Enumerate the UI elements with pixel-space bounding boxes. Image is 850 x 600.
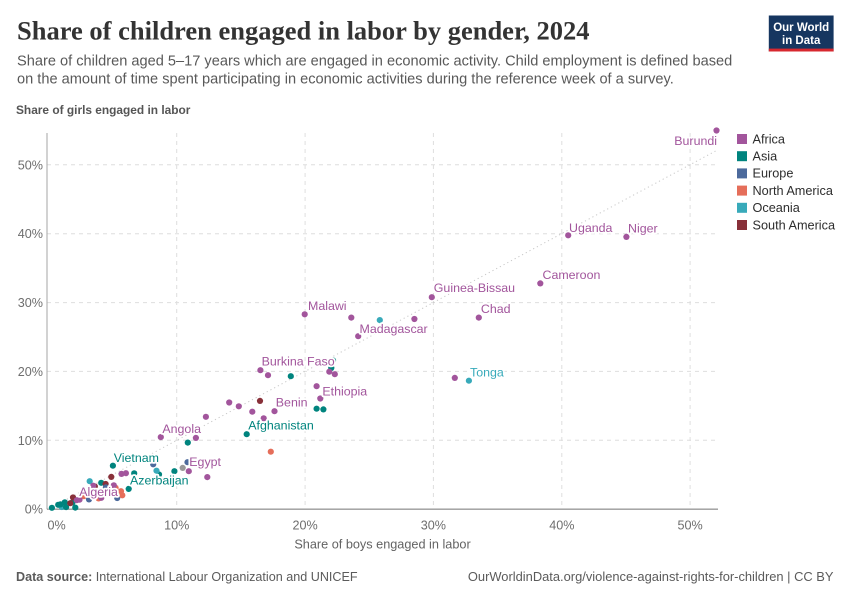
svg-text:20%: 20% bbox=[292, 519, 317, 533]
svg-text:30%: 30% bbox=[421, 519, 446, 533]
svg-text:Chad: Chad bbox=[481, 302, 511, 316]
svg-text:40%: 40% bbox=[549, 519, 574, 533]
svg-text:0%: 0% bbox=[48, 519, 66, 533]
svg-text:50%: 50% bbox=[18, 158, 43, 172]
svg-text:Algeria: Algeria bbox=[79, 485, 118, 499]
svg-text:Tonga: Tonga bbox=[470, 365, 504, 379]
svg-text:Europe: Europe bbox=[753, 167, 794, 181]
svg-text:Share of children aged 5–17 ye: Share of children aged 5–17 years which … bbox=[17, 54, 732, 70]
svg-text:Azerbaijan: Azerbaijan bbox=[130, 474, 189, 488]
svg-text:Uganda: Uganda bbox=[569, 221, 613, 235]
svg-text:on the amount of time spent pa: on the amount of time spent participatin… bbox=[17, 72, 674, 88]
svg-text:Madagascar: Madagascar bbox=[360, 322, 428, 336]
svg-text:Malawi: Malawi bbox=[308, 299, 347, 313]
svg-text:50%: 50% bbox=[677, 519, 702, 533]
svg-text:Egypt: Egypt bbox=[189, 455, 221, 469]
svg-text:OurWorldinData.org/violence-ag: OurWorldinData.org/violence-against-righ… bbox=[468, 569, 834, 584]
svg-text:Angola: Angola bbox=[162, 422, 201, 436]
svg-text:South America: South America bbox=[753, 218, 836, 232]
svg-text:North America: North America bbox=[753, 184, 834, 198]
svg-text:40%: 40% bbox=[18, 227, 43, 241]
svg-text:Share of girls engaged in labo: Share of girls engaged in labor bbox=[16, 103, 191, 117]
svg-text:Burkina Faso: Burkina Faso bbox=[262, 354, 335, 368]
svg-text:Guinea-Bissau: Guinea-Bissau bbox=[434, 281, 515, 295]
svg-text:Oceania: Oceania bbox=[753, 201, 801, 215]
svg-text:Share of children engaged in l: Share of children engaged in labor by ge… bbox=[17, 16, 590, 46]
svg-text:0%: 0% bbox=[25, 503, 43, 517]
svg-text:Burundi: Burundi bbox=[674, 134, 717, 148]
svg-text:Our World: Our World bbox=[773, 22, 829, 34]
svg-text:Afghanistan: Afghanistan bbox=[248, 419, 314, 433]
svg-text:Data source: International Lab: Data source: International Labour Organi… bbox=[16, 570, 358, 584]
svg-text:Cameroon: Cameroon bbox=[543, 268, 601, 282]
svg-text:Niger: Niger bbox=[628, 222, 658, 236]
svg-text:Ethiopia: Ethiopia bbox=[322, 384, 367, 398]
svg-text:in Data: in Data bbox=[782, 35, 821, 47]
svg-text:Share of boys engaged in labor: Share of boys engaged in labor bbox=[294, 538, 471, 552]
svg-text:10%: 10% bbox=[18, 434, 43, 448]
svg-text:Benin: Benin bbox=[276, 396, 308, 410]
svg-text:20%: 20% bbox=[18, 365, 43, 379]
svg-text:30%: 30% bbox=[18, 296, 43, 310]
svg-text:Asia: Asia bbox=[753, 150, 779, 164]
svg-text:Africa: Africa bbox=[753, 132, 786, 146]
svg-text:10%: 10% bbox=[164, 519, 189, 533]
svg-text:Vietnam: Vietnam bbox=[114, 451, 159, 465]
